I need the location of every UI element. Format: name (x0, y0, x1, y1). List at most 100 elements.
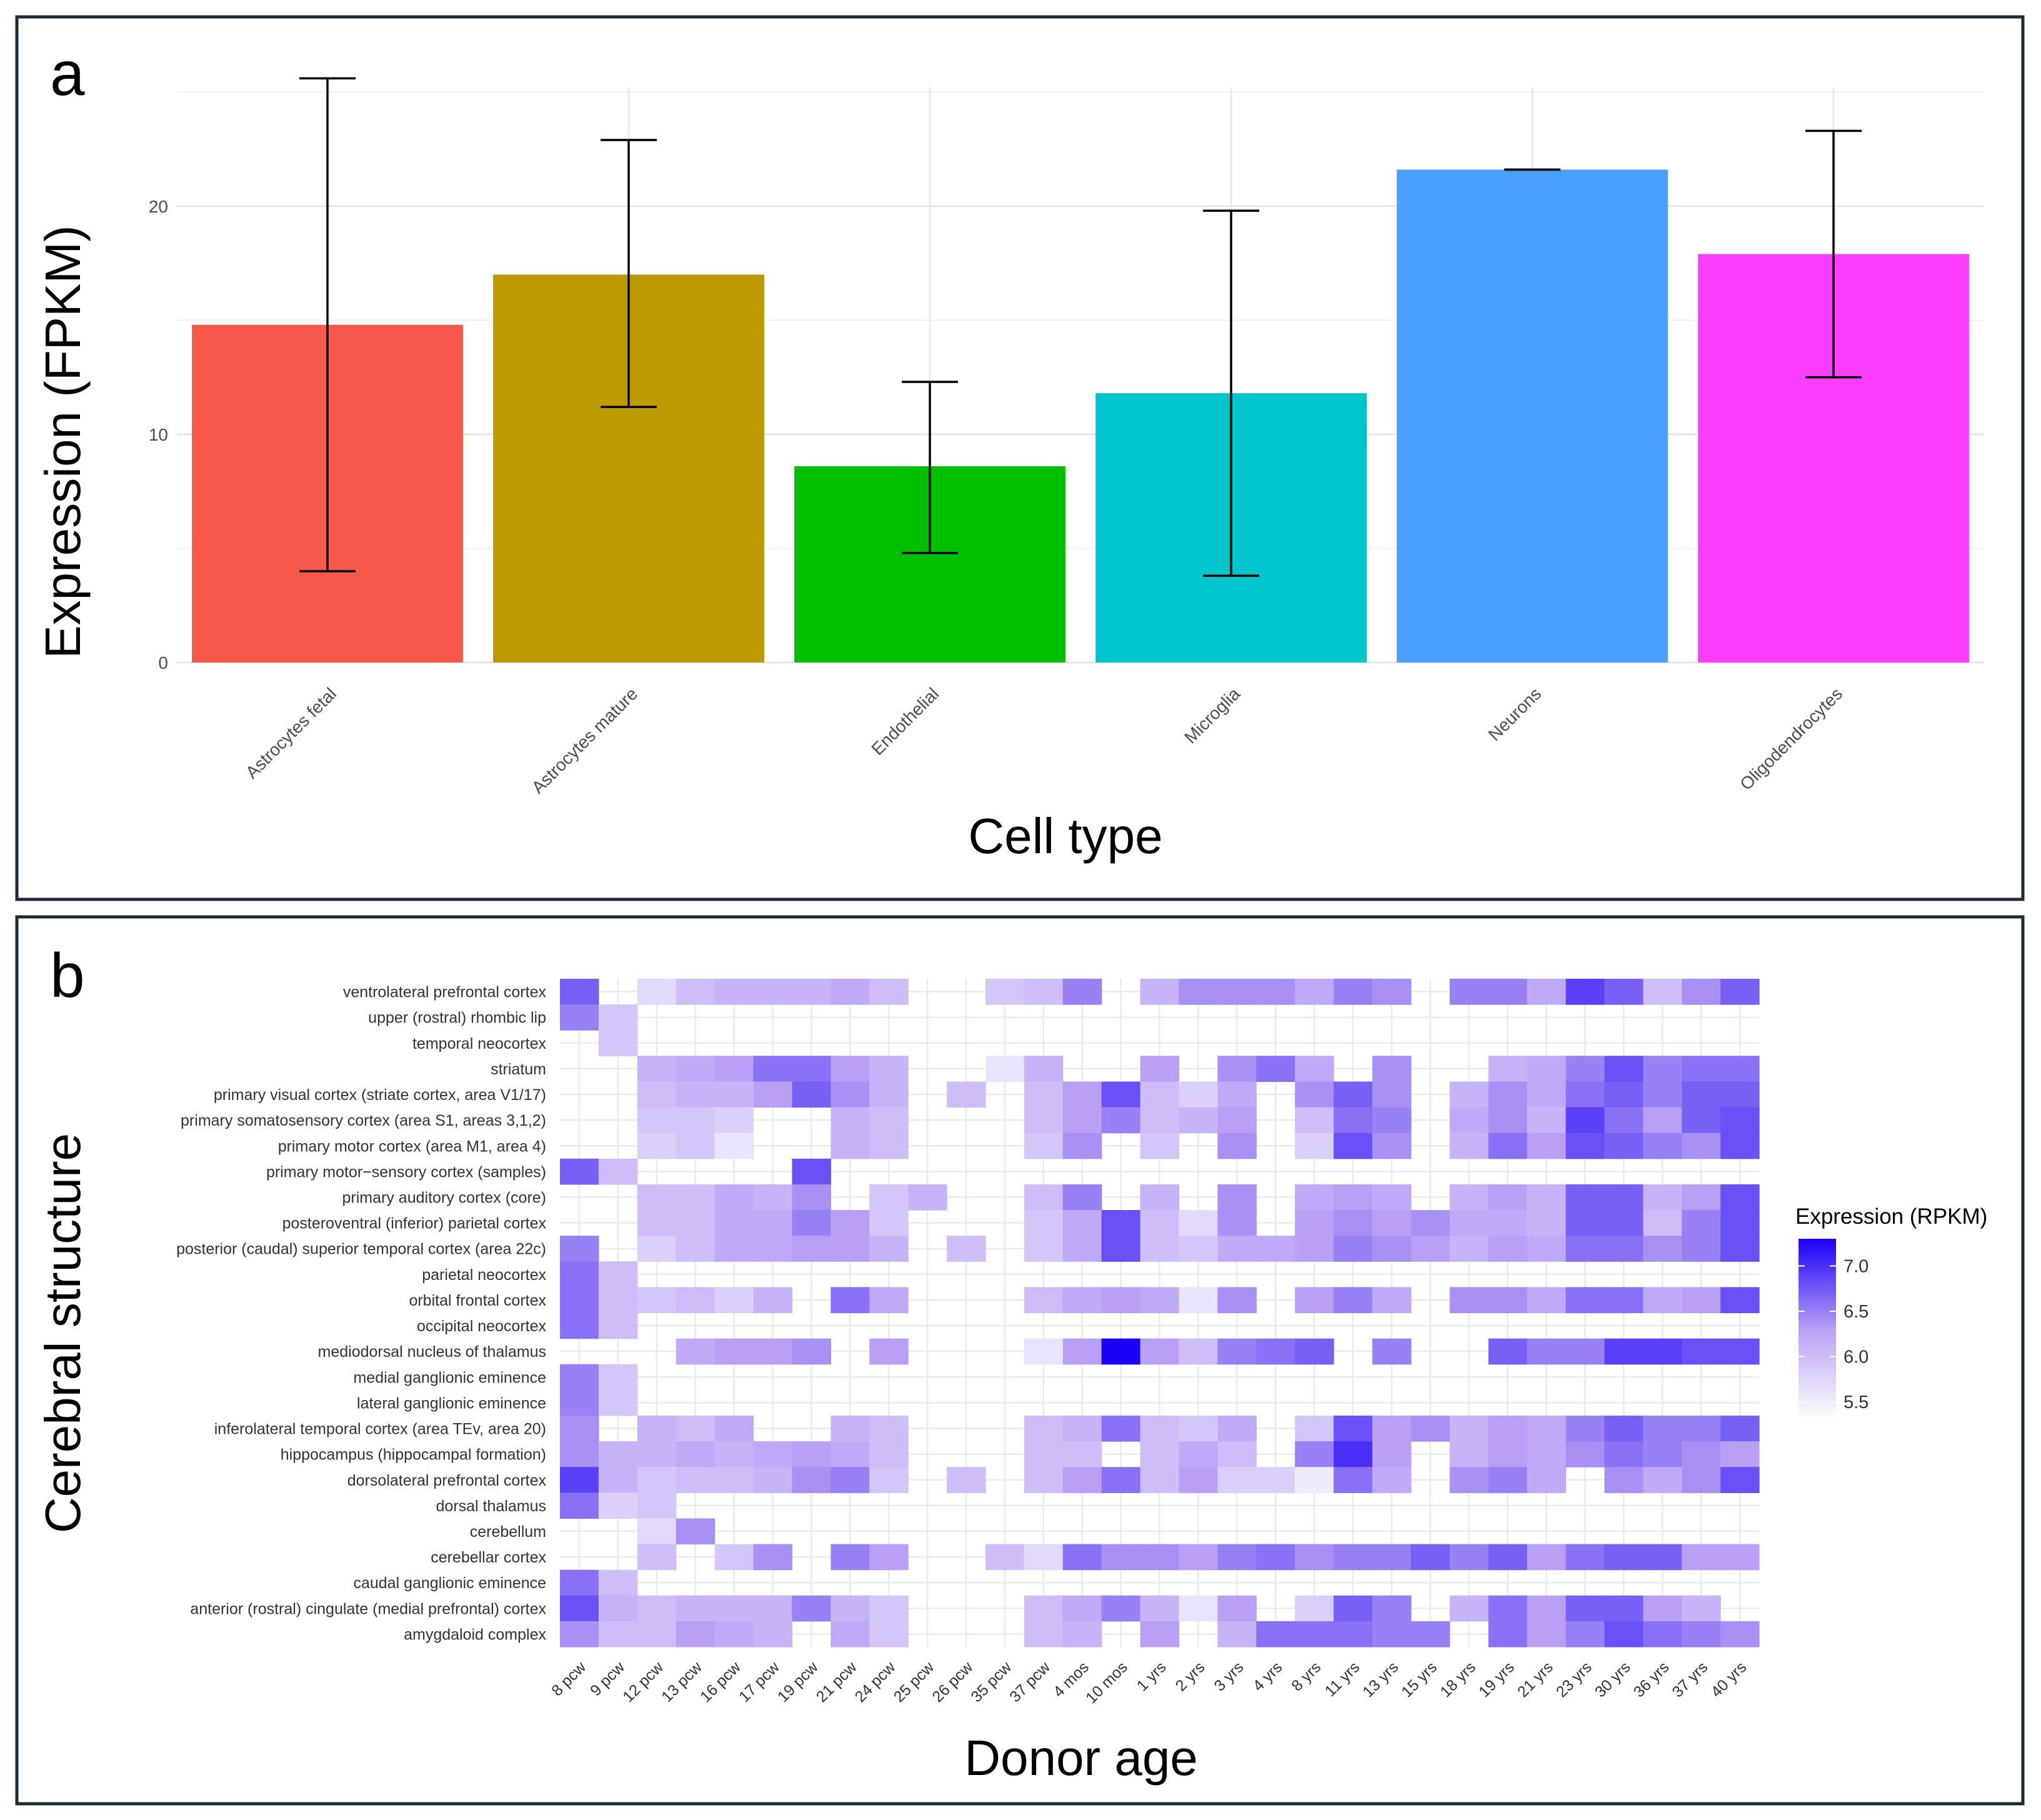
heatmap-cell (1217, 1544, 1257, 1571)
heatmap-cell (1682, 979, 1721, 1005)
heatmap-cell (869, 1184, 909, 1211)
heatmap-x-label: Donor age (964, 1730, 1198, 1786)
heatmap-cell (1682, 1467, 1721, 1493)
heatmap-cell (1604, 1415, 1644, 1442)
heatmap-cell (1334, 1415, 1373, 1442)
row-label: cerebellar cortex (431, 1549, 546, 1566)
heatmap-cell (1643, 1287, 1682, 1314)
heatmap-cell (1372, 979, 1412, 1005)
heatmap-cell (714, 1595, 754, 1622)
heatmap-cell (1604, 1595, 1644, 1622)
heatmap-cell (676, 1236, 716, 1262)
heatmap-cell (637, 1056, 677, 1082)
heatmap-cell (1488, 1184, 1528, 1211)
heatmap-cell (1217, 1236, 1257, 1262)
heatmap-cell (869, 1441, 909, 1468)
heatmap-cell (1449, 1415, 1489, 1442)
row-label: primary somatosensory cortex (area S1, a… (181, 1112, 546, 1129)
heatmap-cell (1682, 1056, 1721, 1082)
heatmap-cell (1217, 1621, 1257, 1648)
heatmap-cell (1295, 1415, 1334, 1442)
heatmap-cell (1062, 979, 1102, 1005)
heatmap-cell (1565, 1595, 1605, 1622)
heatmap-cell (637, 1107, 677, 1134)
heatmap-cell (1488, 1081, 1528, 1108)
heatmap-cell (560, 979, 599, 1005)
heatmap-cell (1682, 1621, 1721, 1648)
heatmap-cell (1024, 1544, 1064, 1571)
row-label: upper (rostral) rhombic lip (368, 1009, 546, 1027)
heatmap-cell (1024, 1081, 1064, 1108)
heatmap-cell (1140, 1056, 1180, 1082)
heatmap-cell (1565, 1287, 1605, 1314)
heatmap-cell (1527, 1544, 1567, 1571)
heatmap-cell (637, 979, 677, 1005)
heatmap-cell (1295, 1287, 1334, 1314)
heatmap-cell (1720, 1184, 1760, 1211)
row-label: dorsolateral prefrontal cortex (347, 1472, 547, 1489)
heatmap-cell (1682, 1441, 1721, 1468)
heatmap-cell (1295, 1467, 1334, 1493)
heatmap-cell (598, 1467, 638, 1493)
heatmap-cell (1565, 979, 1605, 1005)
heatmap-cell (1488, 1621, 1528, 1648)
heatmap-cell (1024, 1467, 1064, 1493)
heatmap-cell (1449, 1081, 1489, 1108)
heatmap-cell (1334, 1132, 1373, 1159)
heatmap-cell (1140, 1081, 1180, 1108)
heatmap-cell (1643, 1056, 1682, 1082)
heatmap-cell (1295, 1081, 1334, 1108)
heatmap-cell (1720, 1236, 1760, 1262)
heatmap-cell (1604, 1544, 1644, 1571)
heatmap-cell (598, 1030, 638, 1056)
heatmap-cell (1024, 1107, 1064, 1134)
heatmap-cell (1140, 1132, 1180, 1159)
heatmap-cell (1101, 1544, 1141, 1571)
heatmap-cell (1295, 1107, 1334, 1134)
heatmap-cell (1217, 1081, 1257, 1108)
legend-colorbar (1799, 1239, 1836, 1420)
heatmap-cell (1179, 1081, 1218, 1108)
heatmap-cell (560, 1389, 599, 1416)
heatmap-cell (1295, 1056, 1334, 1082)
row-label: parietal neocortex (422, 1266, 546, 1284)
heatmap-cell (1372, 1236, 1412, 1262)
heatmap-cell (1527, 1595, 1567, 1622)
heatmap-cell (831, 1441, 870, 1468)
heatmap-cell (1140, 1621, 1180, 1648)
heatmap-row-labels: ventrolateral prefrontal cortex upper (ro… (176, 984, 546, 1644)
heatmap-cell (1217, 979, 1257, 1005)
heatmap-cell (1334, 1184, 1373, 1211)
heatmap-cell (676, 1132, 716, 1159)
heatmap-cell (1024, 1338, 1064, 1365)
heatmap-cell (1140, 1236, 1180, 1262)
heatmap-cell (714, 979, 754, 1005)
row-label: ventrolateral prefrontal cortex (343, 984, 547, 1001)
heatmap-cell (792, 1236, 831, 1262)
heatmap-cell (1643, 1132, 1682, 1159)
heatmap-cell (869, 1107, 909, 1134)
heatmap-cell (1527, 1081, 1567, 1108)
heatmap-cell (1604, 1081, 1644, 1108)
heatmap-cell (1256, 979, 1295, 1005)
heatmap-cell (1140, 1287, 1180, 1314)
heatmap-cell (1217, 1595, 1257, 1622)
heatmap-cell (714, 1236, 754, 1262)
heatmap-cell (714, 1467, 754, 1493)
heatmap-cell (792, 1338, 831, 1365)
heatmap-cell (1449, 979, 1489, 1005)
heatmap-cell (831, 1595, 870, 1622)
heatmap-cell (560, 1312, 599, 1339)
heatmap-cell (1179, 1107, 1218, 1134)
heatmap-cell (1488, 1441, 1528, 1468)
heatmap-cell (753, 1338, 793, 1365)
heatmap-cell (1488, 1338, 1528, 1365)
heatmap-cell (869, 1415, 909, 1442)
heatmap-cell (676, 1595, 716, 1622)
heatmap-cell (1720, 979, 1760, 1005)
heatmap-cell (1604, 979, 1644, 1005)
heatmap-cell (1527, 1056, 1567, 1082)
heatmap-cell (1527, 979, 1567, 1005)
heatmap-cell (831, 1467, 870, 1493)
